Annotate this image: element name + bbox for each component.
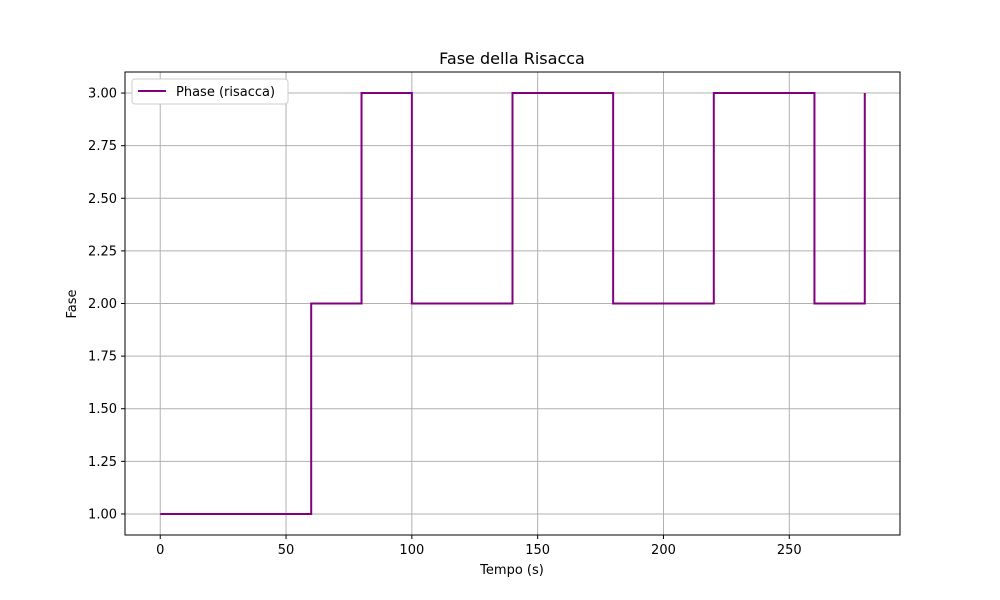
x-tick-label: 0 [156,543,164,558]
y-axis-label: Fase [65,289,80,318]
series-layer [160,92,866,515]
y-tick-label: 2.50 [88,192,117,207]
y-tick-label: 3.00 [88,87,117,102]
y-tick-label: 2.25 [88,244,117,259]
axes-ticks: 0 50 100 150 200 250 1.00 1.25 1.50 1.75 2.00 2.25 2… [88,87,802,558]
legend-box [131,78,289,105]
x-tick-label: 150 [525,543,550,558]
y-tick-label: 1.75 [88,350,117,365]
legend: Phase (risacca) [131,78,289,105]
x-tick-label: 200 [651,543,676,558]
x-tick-label: 100 [399,543,424,558]
y-tick-label: 2.75 [88,139,117,154]
chart-title: Fase della Risacca [439,49,585,68]
x-axis-label: Tempo (s) [479,563,544,578]
x-tick-label: 50 [278,543,295,558]
y-tick-label: 1.50 [88,402,117,417]
legend-label: Phase (risacca) [176,85,275,100]
series-line [160,92,866,515]
x-tick-label: 250 [777,543,802,558]
y-tick-label: 1.00 [88,507,117,522]
y-tick-label: 1.25 [88,455,117,470]
y-tick-label: 2.00 [88,297,117,312]
